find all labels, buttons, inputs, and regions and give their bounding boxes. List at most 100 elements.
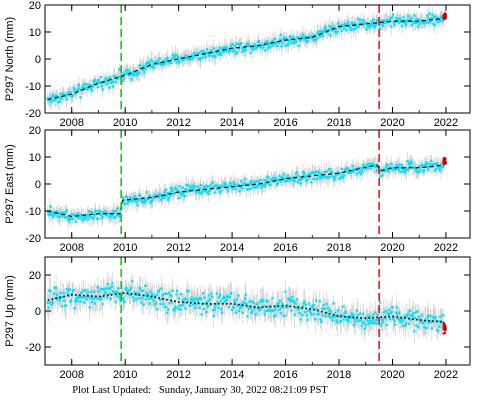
error-bars <box>47 271 444 344</box>
data-point <box>149 290 152 293</box>
data-point <box>258 183 261 186</box>
data-point <box>436 17 440 20</box>
data-point <box>257 40 261 43</box>
data-point <box>65 288 68 291</box>
data-point <box>239 185 242 189</box>
data-point <box>176 189 180 192</box>
data-point <box>211 181 215 184</box>
data-point <box>380 318 383 321</box>
data-point <box>254 47 257 50</box>
recent-point <box>442 162 445 165</box>
data-point <box>112 85 115 88</box>
data-point <box>226 187 229 190</box>
data-point <box>331 319 334 322</box>
data-point <box>59 92 62 96</box>
data-point <box>160 287 163 290</box>
data-point <box>92 80 95 83</box>
data-point <box>150 59 154 63</box>
data-point <box>118 297 122 300</box>
data-point <box>76 216 80 220</box>
data-point <box>128 199 131 202</box>
data-point <box>416 20 419 24</box>
data-point <box>144 67 147 71</box>
data-point <box>160 63 164 66</box>
data-point <box>393 23 396 27</box>
data-point <box>249 187 252 190</box>
data-point <box>59 213 62 216</box>
data-point <box>355 172 359 176</box>
data-point <box>355 23 358 27</box>
data-point <box>152 299 155 302</box>
data-point <box>193 184 196 188</box>
data-point <box>221 297 225 300</box>
data-point <box>418 318 421 321</box>
data-point <box>365 28 368 31</box>
data-point <box>400 318 404 321</box>
data-point <box>221 311 224 314</box>
data-point <box>361 321 364 325</box>
data-point <box>301 176 304 180</box>
data-point <box>148 62 152 65</box>
data-point <box>307 176 311 179</box>
data-point <box>393 320 396 323</box>
data-point <box>143 199 146 202</box>
data-point <box>303 300 306 304</box>
data-point <box>414 311 418 314</box>
data-point <box>278 299 282 302</box>
data-point <box>316 177 319 180</box>
data-point <box>164 188 168 191</box>
x-tick-label: 2020 <box>380 117 404 129</box>
data-point <box>368 320 371 323</box>
data-point <box>371 313 375 316</box>
data-point <box>68 217 71 220</box>
data-point <box>275 306 278 309</box>
data-point <box>182 193 185 196</box>
data-point <box>333 176 337 179</box>
data-point <box>118 68 121 71</box>
data-point <box>109 81 113 84</box>
data-point <box>295 298 299 301</box>
data-point <box>308 309 312 313</box>
data-point <box>300 178 303 181</box>
data-point <box>181 186 184 190</box>
data-point <box>298 178 302 181</box>
data-point <box>144 297 148 301</box>
data-point <box>60 295 63 299</box>
data-point <box>200 49 203 53</box>
data-point <box>130 286 133 290</box>
data-point <box>246 306 250 309</box>
data-point <box>215 292 219 295</box>
data-point <box>216 301 219 304</box>
data-point <box>305 40 309 44</box>
data-point <box>144 284 147 288</box>
data-point <box>316 32 319 35</box>
data-point <box>281 41 284 45</box>
data-point <box>381 24 385 28</box>
data-point <box>245 187 248 191</box>
data-point <box>359 173 363 176</box>
data-point <box>79 216 82 219</box>
data-point <box>82 289 85 293</box>
footer-timestamp: Sunday, January 30, 2022 08:21:09 PST <box>158 385 328 396</box>
data-point <box>81 296 84 299</box>
data-point <box>279 33 283 37</box>
data-point <box>249 51 252 55</box>
data-point <box>70 213 74 216</box>
data-point <box>161 294 164 297</box>
data-point <box>263 41 267 44</box>
data-point <box>421 163 424 167</box>
data-point <box>151 64 155 68</box>
y-tick-label: 20 <box>29 270 41 282</box>
data-point <box>282 173 286 176</box>
data-point <box>73 92 77 95</box>
data-point <box>133 73 136 77</box>
data-point <box>102 211 106 214</box>
data-point <box>59 291 62 295</box>
data-point <box>312 39 315 42</box>
data-point <box>123 300 126 304</box>
data-point <box>124 287 128 290</box>
data-point <box>224 49 228 53</box>
data-point <box>117 287 120 290</box>
data-point <box>314 170 318 173</box>
data-point <box>69 300 72 303</box>
